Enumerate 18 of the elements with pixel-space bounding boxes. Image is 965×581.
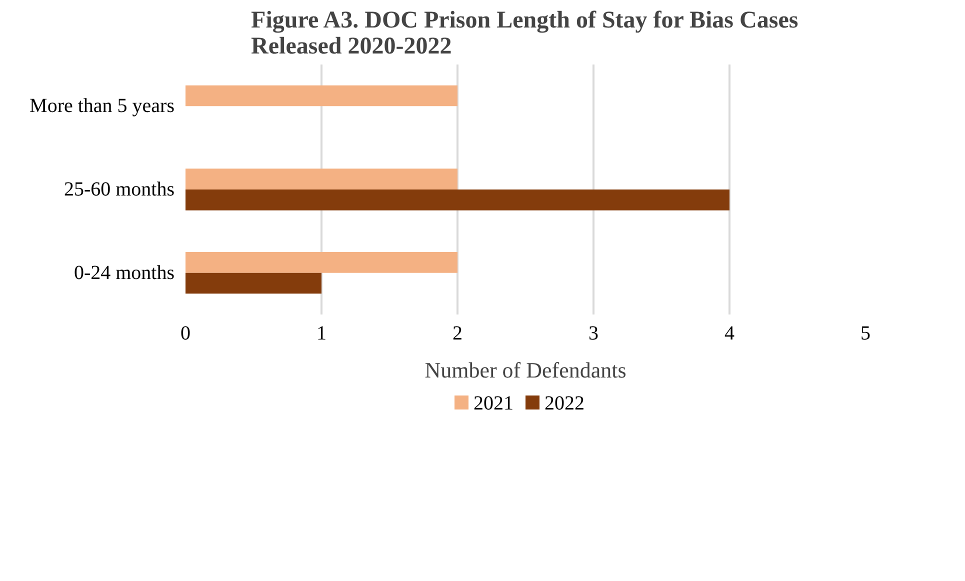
x-tick-label: 1 — [316, 322, 326, 344]
legend-label: 2021 — [474, 392, 514, 414]
y-tick-label: 0-24 months — [74, 262, 175, 284]
x-tick-label: 2 — [452, 322, 462, 344]
bar — [186, 272, 322, 294]
x-tick-label: 0 — [180, 322, 190, 344]
legend-label: 2022 — [544, 392, 584, 414]
bar — [186, 252, 458, 273]
chart-title: Figure A3. DOC Prison Length of Stay for Bias Cases Released 2020-2022 — [251, 8, 798, 60]
bar — [186, 190, 730, 210]
y-tick-label: More than 5 years — [30, 95, 175, 118]
y-tick-label: 25-60 months — [64, 178, 175, 200]
x-axis-title: Number of Defendants — [424, 358, 626, 382]
x-tick-label: 5 — [860, 322, 870, 344]
bar — [186, 85, 458, 106]
x-tick-label: 3 — [588, 322, 598, 344]
x-tick-label: 4 — [724, 322, 734, 344]
bar — [186, 168, 458, 190]
